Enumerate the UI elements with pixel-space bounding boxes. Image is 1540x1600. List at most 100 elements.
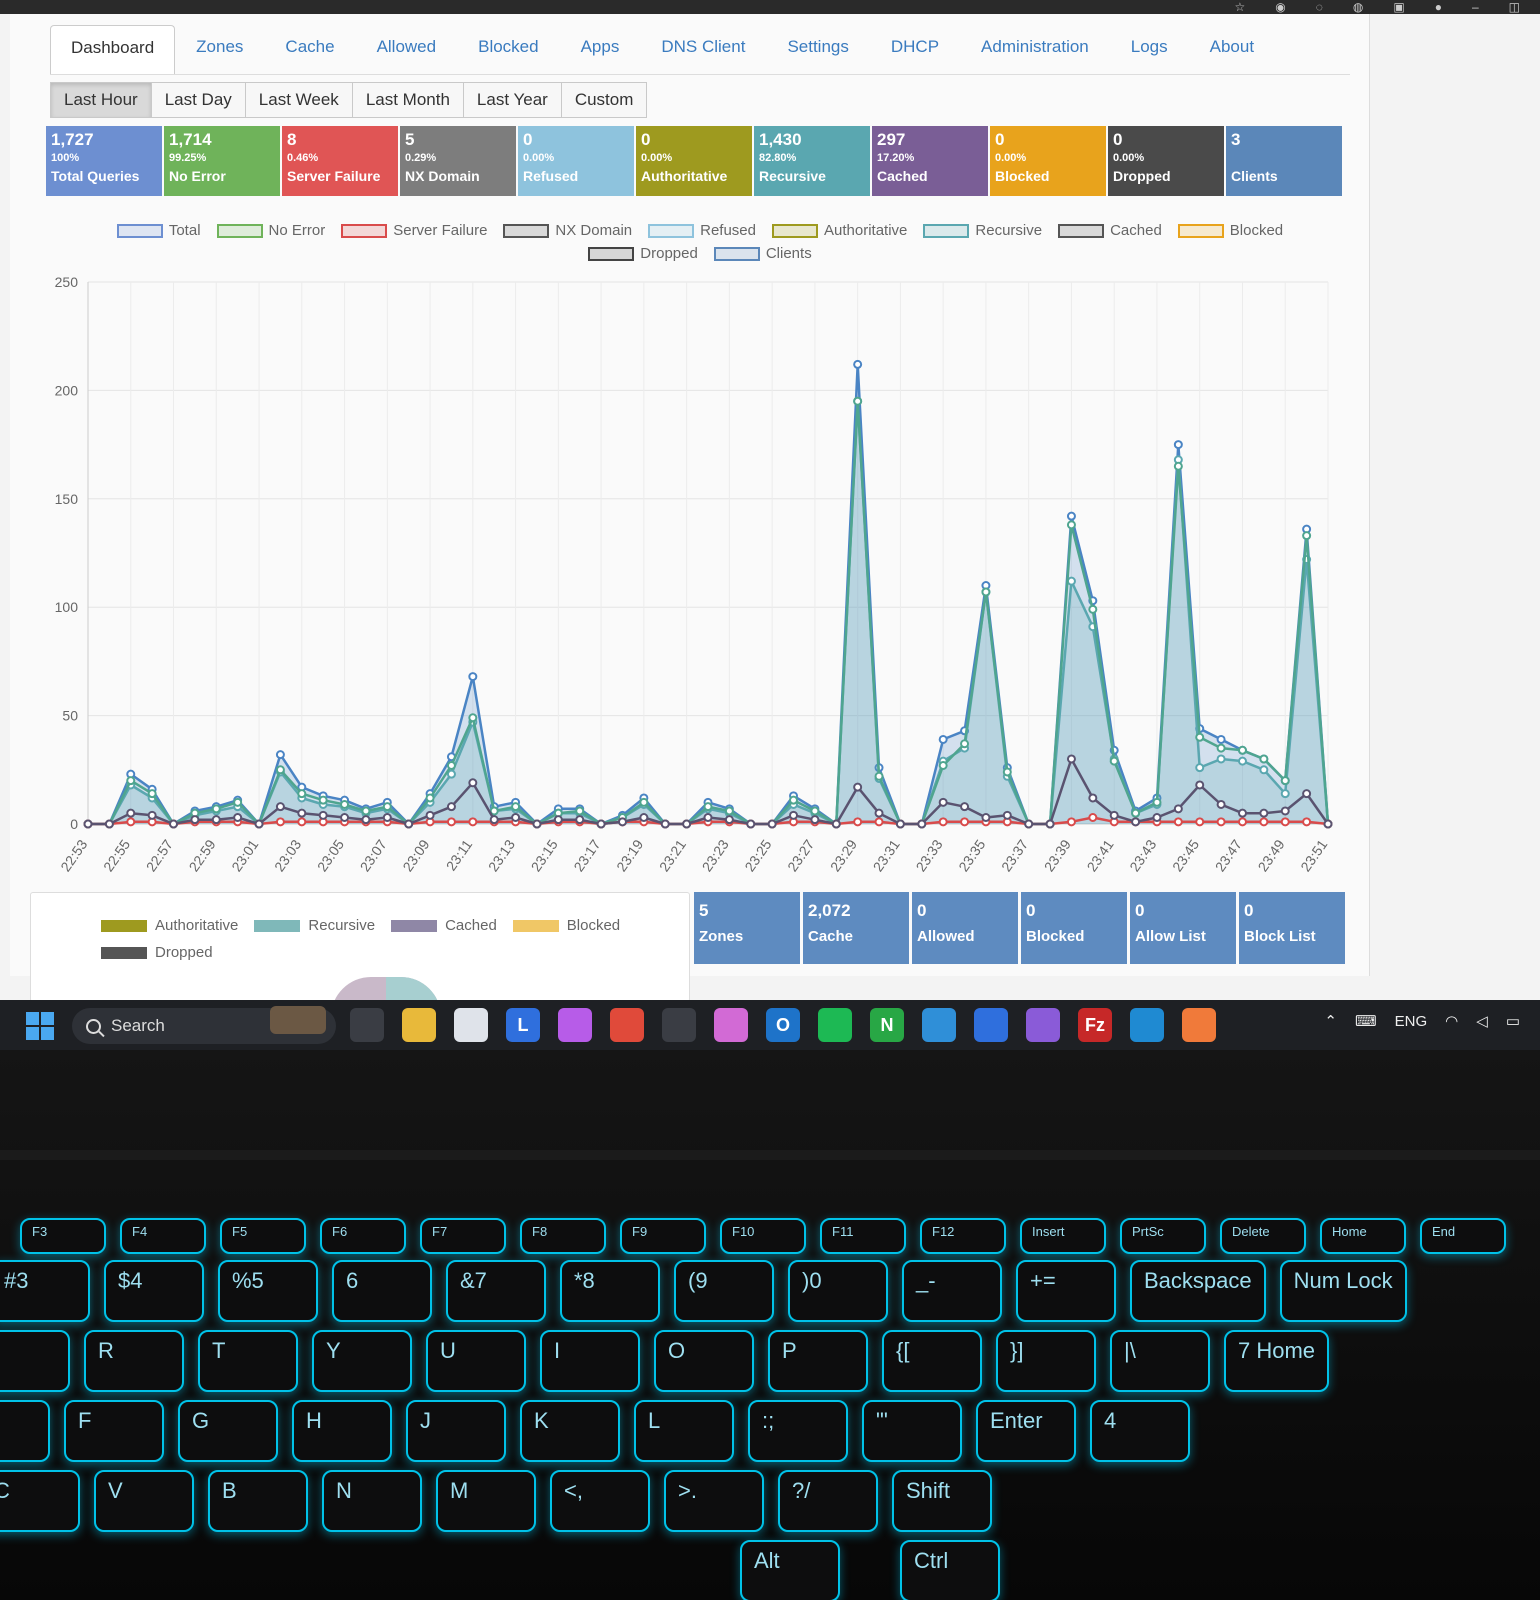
pie-legend-item-dropped[interactable]: Dropped [101,944,213,961]
visual-studio-icon[interactable] [1026,1008,1060,1042]
key-symbol[interactable]: |\ [1110,1330,1210,1392]
stat-tile-dropped[interactable]: 0 0.00% Dropped [1108,126,1224,196]
legend-item-no-error[interactable]: No Error [216,222,325,239]
key-symbol[interactable]: += [1016,1260,1116,1322]
stat-tile-clients[interactable]: 3 Clients [1226,126,1342,196]
legend-item-blocked[interactable]: Blocked [1177,222,1283,239]
summary-tile-allowed[interactable]: 0 Allowed [912,892,1018,964]
key-end[interactable]: End [1420,1218,1506,1254]
key-0[interactable]: )0 [788,1260,888,1322]
search-highlight-image[interactable] [270,1006,326,1034]
virtualbox-icon[interactable] [662,1008,696,1042]
key-r[interactable]: R [84,1330,184,1392]
n-extension-icon[interactable]: ● [1434,0,1442,14]
tab-dns-client[interactable]: DNS Client [661,37,746,56]
battery-icon[interactable]: ▭ [1505,1013,1520,1030]
summary-tile-zones[interactable]: 5 Zones [694,892,800,964]
tab-logs[interactable]: Logs [1130,37,1168,56]
language-indicator[interactable]: ENG [1394,1012,1428,1030]
tab-about[interactable]: About [1209,37,1255,56]
key-7[interactable]: &7 [446,1260,546,1322]
tab-settings[interactable]: Settings [787,37,849,56]
key-enter[interactable]: Enter [976,1400,1076,1462]
pie-legend-item-blocked[interactable]: Blocked [512,917,620,934]
legend-item-dropped[interactable]: Dropped [588,245,698,262]
key-symbol[interactable]: <, [550,1470,650,1532]
file-explorer-icon[interactable] [402,1008,436,1042]
key-prtsc[interactable]: PrtSc [1120,1218,1206,1254]
stat-tile-blocked[interactable]: 0 0.00% Blocked [990,126,1106,196]
outlook-icon[interactable]: O [766,1008,800,1042]
key-u[interactable]: U [426,1330,526,1392]
key-f11[interactable]: F11 [820,1218,906,1254]
n-app-icon[interactable]: N [870,1008,904,1042]
key-t[interactable]: T [198,1330,298,1392]
copilot-icon[interactable] [558,1008,592,1042]
bolt-app-icon[interactable] [1182,1008,1216,1042]
wifi-icon[interactable]: ◠ [1445,1013,1459,1030]
key-f3[interactable]: F3 [20,1218,106,1254]
edge-icon[interactable] [922,1008,956,1042]
tab-apps[interactable]: Apps [580,37,620,56]
key-c[interactable]: C [0,1470,80,1532]
legend-item-server-failure[interactable]: Server Failure [341,222,487,239]
key-f9[interactable]: F9 [620,1218,706,1254]
task-view-icon[interactable] [350,1008,384,1042]
key-n[interactable]: N [322,1470,422,1532]
store-icon[interactable] [454,1008,488,1042]
legend-item-clients[interactable]: Clients [713,245,812,262]
summary-tile-cache[interactable]: 2,072 Cache [803,892,909,964]
range-last-month-button[interactable]: Last Month [351,82,464,118]
key-o[interactable]: O [654,1330,754,1392]
printer-extension-icon[interactable]: ▣ [1393,0,1405,14]
legend-item-nx-domain[interactable]: NX Domain [503,222,632,239]
legend-item-total[interactable]: Total [116,222,201,239]
stat-tile-recursive[interactable]: 1,430 82.80% Recursive [754,126,870,196]
range-last-day-button[interactable]: Last Day [150,82,246,118]
legend-item-authoritative[interactable]: Authoritative [772,222,907,239]
tab-zones[interactable]: Zones [196,37,244,56]
key-8[interactable]: *8 [560,1260,660,1322]
key-f4[interactable]: F4 [120,1218,206,1254]
minus-extension-icon[interactable]: – [1471,0,1479,14]
legend-item-recursive[interactable]: Recursive [923,222,1042,239]
vscode-icon[interactable] [1130,1008,1164,1042]
tab-administration[interactable]: Administration [981,37,1089,56]
bookmark-star-icon[interactable]: ☆ [1234,0,1246,14]
key-3[interactable]: #3 [0,1260,90,1322]
remote-app-icon[interactable] [974,1008,1008,1042]
puzzle-extension-icon[interactable]: ◫ [1508,0,1520,14]
key-backspace[interactable]: Backspace [1130,1260,1266,1322]
summary-tile-blocked[interactable]: 0 Blocked [1021,892,1127,964]
key-symbol[interactable]: >. [664,1470,764,1532]
volume-icon[interactable]: ◁ [1476,1013,1488,1030]
key-j[interactable]: J [406,1400,506,1462]
key-e[interactable]: E [0,1330,70,1392]
key-symbol[interactable]: "' [862,1400,962,1462]
stat-tile-nx-domain[interactable]: 5 0.29% NX Domain [400,126,516,196]
windows-start-icon[interactable] [26,1012,54,1040]
filezilla-icon[interactable]: Fz [1078,1008,1112,1042]
stat-tile-server-failure[interactable]: 8 0.46% Server Failure [282,126,398,196]
key-g[interactable]: G [178,1400,278,1462]
key-b[interactable]: B [208,1470,308,1532]
summary-tile-allow-list[interactable]: 0 Allow List [1130,892,1236,964]
key-ctrl[interactable]: Ctrl [900,1540,1000,1600]
key-symbol[interactable]: }] [996,1330,1096,1392]
legend-item-cached[interactable]: Cached [1058,222,1162,239]
key-l[interactable]: L [634,1400,734,1462]
key-shift[interactable]: Shift [892,1470,992,1532]
range-last-hour-button[interactable]: Last Hour [50,82,152,118]
stat-tile-authoritative[interactable]: 0 0.00% Authoritative [636,126,752,196]
key-symbol[interactable]: :; [748,1400,848,1462]
key-symbol[interactable]: _- [902,1260,1002,1322]
spotify-icon[interactable] [818,1008,852,1042]
key-7-home[interactable]: 7 Home [1224,1330,1330,1392]
key-home[interactable]: Home [1320,1218,1406,1254]
key-f12[interactable]: F12 [920,1218,1006,1254]
key-f10[interactable]: F10 [720,1218,806,1254]
key-symbol[interactable]: ?/ [778,1470,878,1532]
chrome-icon[interactable] [610,1008,644,1042]
key-h[interactable]: H [292,1400,392,1462]
key-f[interactable]: F [64,1400,164,1462]
